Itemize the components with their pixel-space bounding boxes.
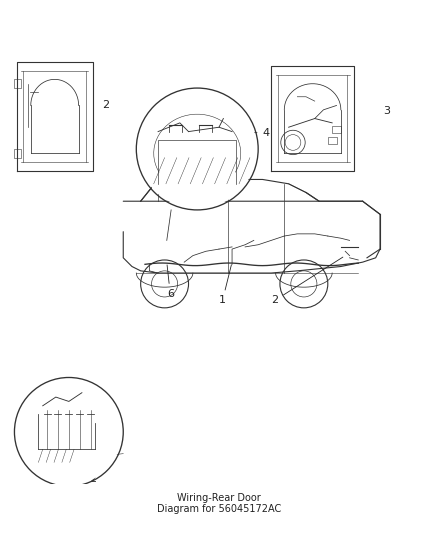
Bar — [332, 126, 341, 133]
Text: 3: 3 — [383, 106, 390, 116]
Bar — [14, 79, 21, 88]
Text: 2: 2 — [102, 100, 110, 110]
Text: 4: 4 — [222, 128, 270, 138]
Text: 2: 2 — [271, 257, 343, 305]
Circle shape — [138, 90, 257, 208]
Text: 1: 1 — [219, 265, 231, 305]
Bar — [14, 149, 21, 158]
Text: 5: 5 — [170, 115, 195, 128]
Text: Wiring-Rear Door
Diagram for 56045172AC: Wiring-Rear Door Diagram for 56045172AC — [157, 493, 281, 514]
Circle shape — [16, 379, 122, 485]
Text: 2: 2 — [89, 474, 96, 484]
Text: 6: 6 — [167, 265, 174, 299]
Bar — [328, 137, 336, 144]
